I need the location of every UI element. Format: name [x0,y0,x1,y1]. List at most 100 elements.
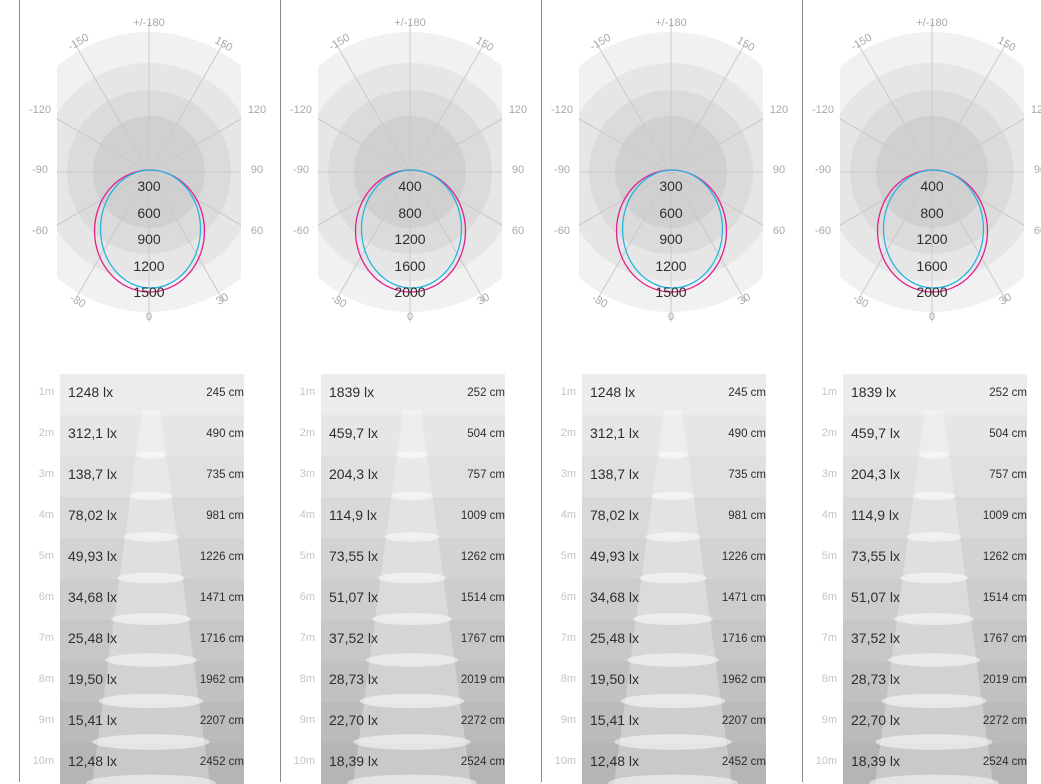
intensity-scale-label: 1500 [133,284,164,300]
intensity-scale-label: 2000 [394,284,425,300]
distance-label: 6m [821,591,837,603]
distance-label: 1m [299,386,315,398]
light-spot [396,451,428,459]
beam-diameter-value: 2207 cm [721,715,766,727]
illuminance-table: 1m 1248 lx 245 cm 2m 312,1 lx 490 cm 3m 138,7 l… [20,374,282,784]
distance-label: 10m [293,755,315,767]
light-spot [104,653,198,667]
illuminance-value: 51,07 lx [329,589,379,605]
illuminance-value: 78,02 lx [68,507,118,523]
illuminance-value: 49,93 lx [68,548,118,564]
table-row-band [843,538,1027,579]
illuminance-value: 51,07 lx [851,589,901,605]
angle-label: -60 [554,225,570,237]
table-row-band [582,538,766,579]
illuminance-value: 1839 lx [329,384,375,400]
beam-diameter-value: 757 cm [989,469,1027,481]
angle-label: -90 [32,164,48,176]
beam-diameter-value: 1262 cm [982,551,1027,563]
table-row-band [582,497,766,538]
table-row: 1m 1839 lx 252 cm [803,374,1041,415]
light-spot [123,532,179,542]
illuminance-value: 312,1 lx [590,425,640,441]
table-row-band [60,374,244,415]
table-row: 7m 37,52 lx 1767 cm [281,620,543,661]
polar-radial-line [334,41,486,303]
table-row: 5m 73,55 lx 1262 cm [281,538,543,579]
angle-label: 60 [773,225,785,237]
angle-label: -60 [293,225,309,237]
table-row: 2m 312,1 lx 490 cm [20,415,282,456]
polar-diagram: +/-180-150150-120120-9090-6060-303004008… [803,0,1041,340]
angle-label: 30 [214,291,231,308]
panel-divider [280,0,281,782]
beam-diameter-value: 2452 cm [199,756,244,768]
light-spot [887,653,981,667]
photometric-panel: +/-180-150150-120120-9090-6060-303004008… [803,0,1041,784]
illuminance-value: 1248 lx [68,384,114,400]
intensity-scale-label: 1200 [916,231,947,247]
distance-label: 2m [560,427,576,439]
distance-label: 3m [821,468,837,480]
beam-diameter-value: 981 cm [206,510,244,522]
beam-diameter-value: 490 cm [206,428,244,440]
light-spot [384,532,440,542]
table-row-band [843,374,1027,415]
table-row-band [321,374,505,415]
table-row-band [321,456,505,497]
angle-label: -90 [554,164,570,176]
table-row: 9m 22,70 lx 2272 cm [281,702,543,743]
distance-label: 10m [32,755,54,767]
intensity-scale-label: 400 [398,178,422,194]
light-spot [918,451,950,459]
table-row-band [60,456,244,497]
beam-diameter-value: 504 cm [467,428,505,440]
beam-diameter-value: 2207 cm [199,715,244,727]
beam-diameter-value: 2452 cm [721,756,766,768]
light-cone-graphic [321,374,505,784]
beam-diameter-value: 1716 cm [199,633,244,645]
illuminance-value: 114,9 lx [329,507,377,523]
distance-label: 1m [560,386,576,398]
beam-diameter-value: 2524 cm [460,756,505,768]
angle-label: 60 [251,225,263,237]
illuminance-table: 1m 1839 lx 252 cm 2m 459,7 lx 504 cm 3m 204,3 l… [803,374,1041,784]
distance-label: 6m [38,591,54,603]
table-row: 2m 459,7 lx 504 cm [281,415,543,456]
intensity-scale-label: 300 [659,178,683,194]
angle-label: +/-180 [133,17,165,29]
table-row: 1m 1248 lx 245 cm [542,374,804,415]
table-row: 3m 204,3 lx 757 cm [803,456,1041,497]
light-spot [117,572,185,584]
illuminance-value: 28,73 lx [329,671,379,687]
beam-diameter-value: 1514 cm [982,592,1027,604]
light-spot [92,734,210,750]
distance-label: 7m [821,632,837,644]
angle-label: -90 [293,164,309,176]
intensity-scale-label: 1600 [394,258,425,274]
light-spot [378,572,446,584]
angle-label: 90 [251,164,263,176]
illuminance-value: 459,7 lx [329,425,379,441]
light-spot [633,613,713,625]
illuminance-value: 19,50 lx [590,671,640,687]
table-row: 6m 34,68 lx 1471 cm [542,579,804,620]
table-row-band [321,538,505,579]
light-spot [129,491,173,501]
illuminance-table: 1m 1248 lx 245 cm 2m 312,1 lx 490 cm 3m 138,7 l… [542,374,804,784]
illuminance-value: 25,48 lx [68,630,118,646]
beam-diameter-value: 2019 cm [460,674,505,686]
illuminance-value: 459,7 lx [851,425,901,441]
illuminance-value: 19,50 lx [68,671,118,687]
illuminance-value: 22,70 lx [851,712,901,728]
light-spot [372,613,452,625]
illuminance-value: 15,41 lx [68,712,118,728]
table-row: 1m 1839 lx 252 cm [281,374,543,415]
table-row-band [60,497,244,538]
table-row-band [582,415,766,456]
panel-divider [802,0,803,782]
photometric-panel: +/-180 -150 150 -120 120 -90 90 -60 60 -30 30 0 300 6… [20,0,282,784]
beam-diameter-value: 735 cm [206,469,244,481]
light-cone [614,410,732,784]
light-spot [359,693,465,709]
